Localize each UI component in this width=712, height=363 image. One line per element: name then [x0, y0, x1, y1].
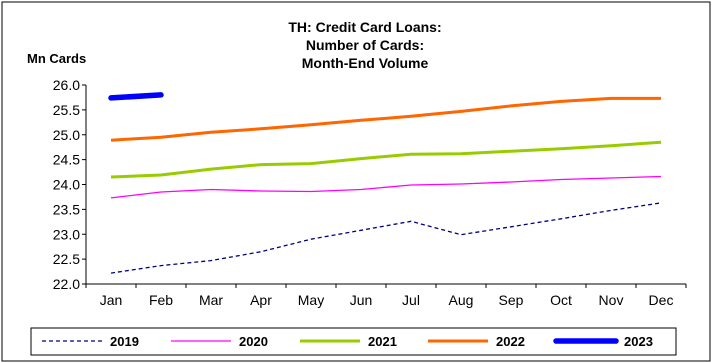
- x-tick-label: Jan: [100, 292, 123, 308]
- x-tick-label: Dec: [649, 292, 674, 308]
- y-tick-label: 26.0: [53, 77, 80, 93]
- chart-title-line-1: TH: Credit Card Loans:: [288, 19, 441, 35]
- y-tick-label: 22.5: [53, 251, 80, 267]
- legend: 2019 2020 2021 2022 2023: [42, 334, 653, 349]
- series-line-2023: [108, 92, 164, 101]
- series-line-2019: [110, 202, 662, 274]
- legend-label-2020: 2020: [239, 334, 268, 349]
- y-tick-label: 25.5: [53, 102, 80, 118]
- x-tick-label: Aug: [449, 292, 474, 308]
- x-tick-label: Nov: [599, 292, 624, 308]
- x-tick-label: Apr: [250, 292, 272, 308]
- y-tick-label: 25.0: [53, 127, 80, 143]
- x-tick-label: Oct: [550, 292, 572, 308]
- series-line-2021: [110, 140, 662, 179]
- series-line-2022: [110, 96, 661, 142]
- chart-title-line-2: Number of Cards:: [306, 37, 424, 53]
- y-ticks: 22.0 22.5 23.0 23.5 24.0 24.5 25.0 25.5 26.0: [53, 77, 86, 292]
- y-axis-label: Mn Cards: [27, 51, 86, 66]
- x-tick-label: Jul: [402, 292, 420, 308]
- x-tick-label: Sep: [499, 292, 524, 308]
- legend-label-2019: 2019: [110, 334, 139, 349]
- y-tick-label: 24.5: [53, 152, 80, 168]
- x-tick-label: May: [298, 292, 324, 308]
- y-tick-label: 24.0: [53, 177, 80, 193]
- x-tick-label: Jun: [350, 292, 373, 308]
- x-ticks: Jan Feb Mar Apr May Jun Jul Aug Sep Oct Nov Dec: [85, 284, 687, 308]
- series-line-2020: [110, 175, 662, 199]
- legend-label-2021: 2021: [368, 334, 397, 349]
- x-tick-label: Mar: [199, 292, 223, 308]
- chart-title: TH: Credit Card Loans: Number of Cards: …: [288, 19, 441, 71]
- y-tick-label: 23.0: [53, 226, 80, 242]
- y-tick-label: 22.0: [53, 276, 80, 292]
- legend-label-2023: 2023: [624, 334, 653, 349]
- legend-label-2022: 2022: [496, 334, 525, 349]
- y-tick-label: 23.5: [53, 201, 80, 217]
- chart-title-line-3: Month-End Volume: [302, 55, 429, 71]
- x-tick-label: Feb: [149, 292, 173, 308]
- series-lines: [108, 92, 662, 274]
